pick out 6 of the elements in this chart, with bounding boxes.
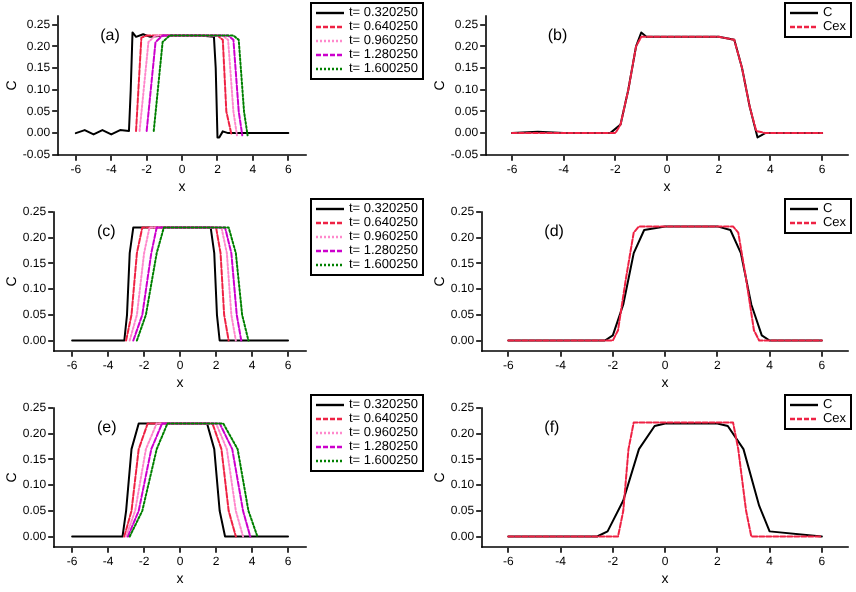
annotation: (e): [96, 418, 118, 437]
annotation: (c): [96, 222, 117, 241]
annotation: (d): [544, 222, 565, 241]
annotation: (a): [100, 26, 121, 45]
annotation: (b): [547, 26, 568, 45]
annotation: (f): [544, 418, 561, 437]
